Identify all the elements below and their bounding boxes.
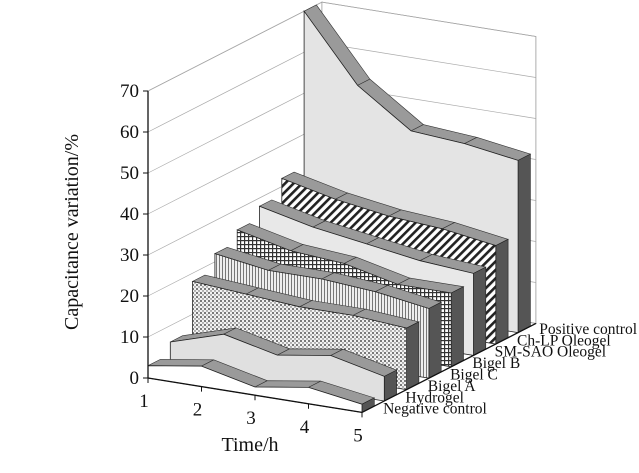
ribbon-end xyxy=(496,239,508,344)
ribbon-end xyxy=(518,154,530,333)
ribbon-end xyxy=(474,267,486,355)
y-tick-label: 70 xyxy=(120,81,139,102)
y-axis-title: Capacitance variation/% xyxy=(61,134,83,330)
y-tick-label: 30 xyxy=(120,245,139,266)
x-tick-label: 2 xyxy=(193,400,203,421)
x-tick-label: 4 xyxy=(300,417,310,438)
ribbon-end xyxy=(407,322,419,390)
y-tick-label: 20 xyxy=(120,286,139,307)
x-tick-label: 1 xyxy=(139,391,149,412)
ribbon-end xyxy=(451,287,463,367)
x-tick-label: 3 xyxy=(246,408,256,429)
y-tick-labels: 0 10 20 30 40 50 60 70 xyxy=(120,81,148,389)
y-tick-label: 10 xyxy=(120,327,139,348)
y-tick-label: 40 xyxy=(120,204,139,225)
series-label: Positive control xyxy=(539,321,637,338)
y-tick-label: 0 xyxy=(130,368,140,389)
y-tick-label: 50 xyxy=(120,163,139,184)
x-axis-title: Time/h xyxy=(221,434,278,456)
x-tick-label: 5 xyxy=(353,425,363,446)
y-tick-label: 60 xyxy=(120,122,139,143)
ribbon-end xyxy=(429,302,441,378)
